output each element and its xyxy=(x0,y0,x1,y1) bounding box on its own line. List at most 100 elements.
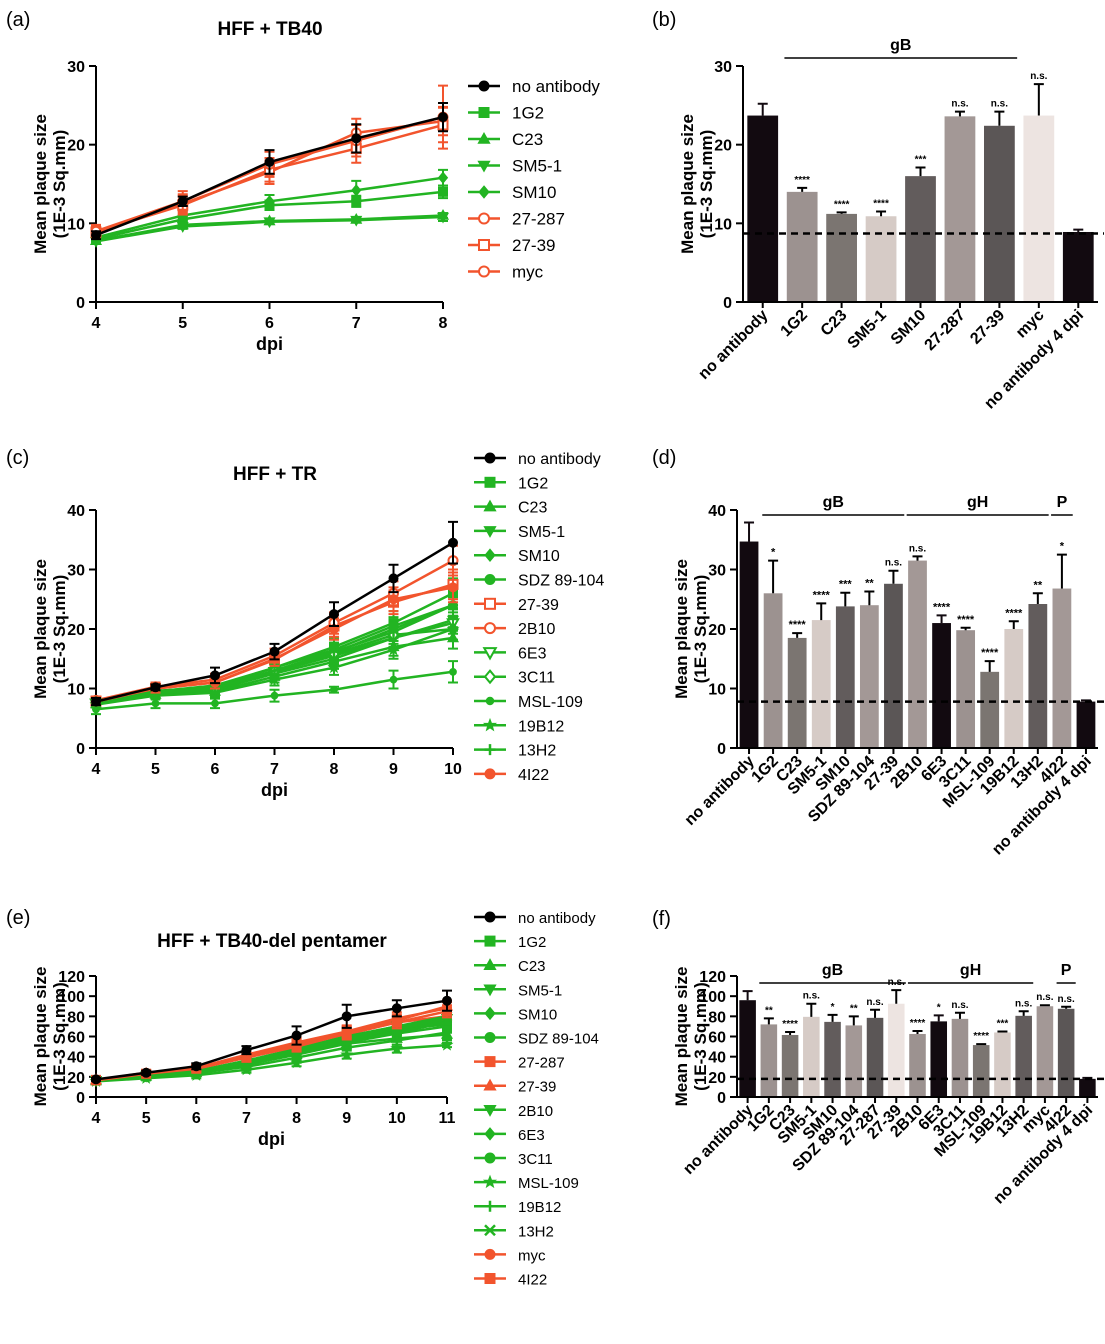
data-point xyxy=(448,537,458,548)
data-point xyxy=(263,217,276,229)
x-tick-label: 27-39 xyxy=(967,307,1008,348)
legend-marker xyxy=(478,185,490,199)
data-point xyxy=(391,1017,402,1028)
error-bar xyxy=(742,990,753,1001)
y-tick-label: 10 xyxy=(67,682,85,699)
significance-label: * xyxy=(831,1002,835,1013)
y-axis-label: Mean plaque size xyxy=(672,967,691,1107)
significance-label: **** xyxy=(873,199,889,210)
group-label: gB xyxy=(823,494,844,511)
legend-item: 3C11 xyxy=(474,669,555,687)
legend-item: 4I22 xyxy=(474,1272,547,1289)
series-line xyxy=(95,1015,448,1082)
group-label: P xyxy=(1057,494,1068,511)
legend-marker xyxy=(484,1224,496,1237)
legend-item: 3C11 xyxy=(474,1151,553,1168)
bar xyxy=(944,116,976,302)
legend-marker xyxy=(484,1152,496,1164)
legend-label: 27-39 xyxy=(512,236,555,255)
legend-marker xyxy=(477,160,491,173)
legend-marker xyxy=(477,131,491,144)
data-point xyxy=(387,642,400,656)
y-tick-label: 0 xyxy=(717,1090,726,1107)
legend-item: 1G2 xyxy=(468,104,544,123)
bar-chart-1: (b) 0 10 20 30 Mean plaque size (1E-3 Sq.mm) no… xyxy=(652,9,1104,412)
legend-item: 27-39 xyxy=(474,597,559,614)
data-point xyxy=(151,699,160,708)
legend-label: C23 xyxy=(512,130,543,149)
y-axis-label: Mean plaque size xyxy=(31,114,50,254)
legend-item: myc xyxy=(468,263,544,282)
y-tick-label: 100 xyxy=(58,989,85,1006)
data-point xyxy=(388,627,399,637)
y-tick-label: 20 xyxy=(67,1070,85,1087)
y-tick-label: 0 xyxy=(723,295,732,312)
error-bar xyxy=(876,210,887,217)
y-tick-label: 60 xyxy=(708,1030,726,1047)
bar xyxy=(763,593,783,748)
legend-item: 27-39 xyxy=(474,1078,556,1096)
series-no-antibody xyxy=(91,989,452,1085)
legend-item: SM5-1 xyxy=(474,982,562,999)
x-tick-label: 5 xyxy=(178,315,187,332)
data-point xyxy=(176,222,189,233)
error-bar xyxy=(848,1015,859,1026)
y-axis-label: Mean plaque size xyxy=(672,559,691,699)
data-point xyxy=(449,667,457,676)
bar xyxy=(865,216,897,302)
x-tick-label: 6 xyxy=(192,1110,201,1127)
data-point xyxy=(448,582,458,593)
legend-marker xyxy=(484,744,496,756)
significance-label: n.s. xyxy=(909,543,926,554)
x-tick-label: 8 xyxy=(439,315,448,332)
bar xyxy=(1062,231,1094,302)
bar xyxy=(866,1017,884,1097)
legend-marker xyxy=(483,958,497,970)
legend-item: 27-39 xyxy=(468,236,555,255)
y-axis-label-units: (1E-3 Sq.mm) xyxy=(50,982,69,1091)
bar xyxy=(1057,1008,1075,1097)
legend-marker xyxy=(485,696,495,706)
legend-label: SM10 xyxy=(512,183,556,202)
legend-item: myc xyxy=(474,1247,546,1264)
bar xyxy=(932,623,951,748)
error-bar xyxy=(806,1002,817,1017)
y-tick-label: 80 xyxy=(67,1009,85,1026)
legend-marker xyxy=(484,768,496,780)
data-point xyxy=(91,230,101,241)
error-bar xyxy=(757,102,768,116)
group-label: gB xyxy=(890,37,911,54)
series-line xyxy=(95,999,448,1081)
data-point xyxy=(269,646,280,657)
data-point xyxy=(329,646,339,657)
legend-marker xyxy=(478,265,490,278)
x-tick-label: 9 xyxy=(342,1110,351,1127)
legend-label: MSL-109 xyxy=(518,694,583,711)
significance-label: **** xyxy=(813,589,831,601)
x-tick-label: 4 xyxy=(92,315,101,332)
bar xyxy=(1076,701,1096,748)
y-tick-label: 0 xyxy=(76,741,85,758)
x-tick-label: 1G2 xyxy=(778,307,811,340)
panel-label: (a) xyxy=(6,9,30,31)
line-chart-4: (e) HFF + TB40-del pentamer 0 20 40 60 80 100 12… xyxy=(6,907,599,1289)
legend-item: no antibody xyxy=(474,910,596,927)
error-bar xyxy=(1008,620,1019,629)
legend-marker xyxy=(484,1273,496,1284)
data-point xyxy=(191,1061,202,1072)
legend-marker xyxy=(482,1174,498,1189)
legend-label: 4I22 xyxy=(518,1272,547,1289)
legend-label: 27-287 xyxy=(518,1055,565,1072)
significance-label: * xyxy=(1060,541,1065,553)
bar xyxy=(1028,604,1048,748)
significance-label: n.s. xyxy=(951,99,968,110)
data-point xyxy=(341,1011,352,1022)
legend-label: 6E3 xyxy=(518,1127,545,1144)
bar xyxy=(845,1025,863,1097)
legend-marker xyxy=(482,717,498,732)
data-point xyxy=(91,1074,101,1085)
legend-label: SM5-1 xyxy=(518,524,565,541)
data-point xyxy=(211,699,219,708)
data-point xyxy=(327,660,341,674)
error-bar xyxy=(933,1014,944,1022)
